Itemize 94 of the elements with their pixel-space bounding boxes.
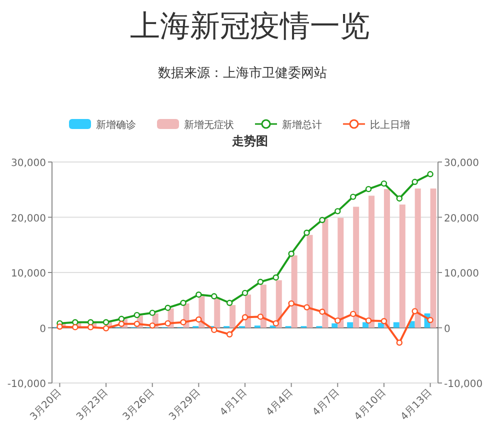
point [88,324,94,330]
point [211,326,218,334]
bar [338,218,344,328]
point [180,300,186,306]
bar [362,322,369,328]
y2-tick-label: 0 [444,324,450,335]
point [242,290,248,296]
bar [353,206,360,328]
point [134,312,140,318]
point [288,250,294,257]
point [412,308,418,314]
bar [414,188,421,328]
point [319,216,326,224]
y-tick-label: 10,000 [11,268,46,280]
point [272,274,279,281]
y2-tick-label: 10,000 [444,268,479,280]
y-tick-label: 20,000 [11,213,46,224]
y-tick-label: 30,000 [11,158,46,169]
bar [332,323,338,328]
bar [230,305,236,328]
point [242,314,248,320]
bar [384,189,390,328]
bar [322,218,328,328]
bar [291,255,298,328]
x-tick-label: 4月7日 [310,387,342,418]
point [304,230,310,236]
point [134,320,140,327]
point [180,319,186,326]
point [288,300,294,307]
point [396,195,402,202]
x-tick-label: 4月1日 [218,387,250,418]
point [257,278,264,285]
y2-tick-label: -10,000 [444,379,483,390]
point [118,316,125,322]
point [365,186,372,192]
y-tick-label: 0 [40,324,46,335]
point [334,208,341,214]
bar [368,196,375,328]
point [211,293,218,300]
point [226,331,233,338]
bar [306,234,313,328]
bar [260,284,266,328]
chart-title: 上海新冠疫情一览 [130,9,370,44]
point [334,317,341,324]
point [72,324,78,330]
bar [276,280,282,328]
point [257,314,264,320]
point [196,316,202,323]
x-tick-label: 3月29日 [167,387,203,423]
bar [393,322,400,328]
bar [430,188,436,328]
point [272,320,279,326]
point [102,319,110,326]
text: 走势图 [231,134,268,148]
point [427,316,434,324]
point [226,300,233,306]
bar [399,204,406,328]
point [164,304,171,311]
x-tick-label: 4月4日 [264,387,296,418]
bar [378,322,384,328]
point [380,318,388,324]
point [56,324,63,330]
point [396,340,402,346]
chart-subtitle: 数据来源：上海市卫健委网站 [158,66,327,81]
x-tick-label: 4月10日 [352,387,388,423]
point [164,320,171,326]
point [149,310,156,316]
legend-label: 比上日增 [370,119,410,131]
y2-tick-label: 30,000 [444,158,479,169]
x-tick-label: 3月26日 [121,387,156,423]
point [149,322,156,329]
bar [214,298,220,328]
point [118,320,125,327]
x-tick-label: 3月23日 [74,387,110,423]
y2-tick-label: 20,000 [444,213,479,224]
point [72,319,78,326]
legend-label: 新增无症状 [184,119,234,131]
legend-label: 新增总计 [282,119,322,131]
point [427,171,434,178]
point [412,178,418,185]
point [350,310,356,318]
x-tick-label: 4月13日 [398,387,434,423]
point [380,180,388,187]
point [350,194,356,200]
point [88,319,94,326]
point [102,325,110,332]
y-tick-label: -10,000 [7,379,46,390]
x-tick-label: 3月20日 [28,387,64,423]
point [365,317,372,324]
point [196,292,202,298]
legend-label: 新增确诊 [96,119,136,131]
bar [347,322,354,328]
point [319,308,326,315]
point [304,304,310,310]
